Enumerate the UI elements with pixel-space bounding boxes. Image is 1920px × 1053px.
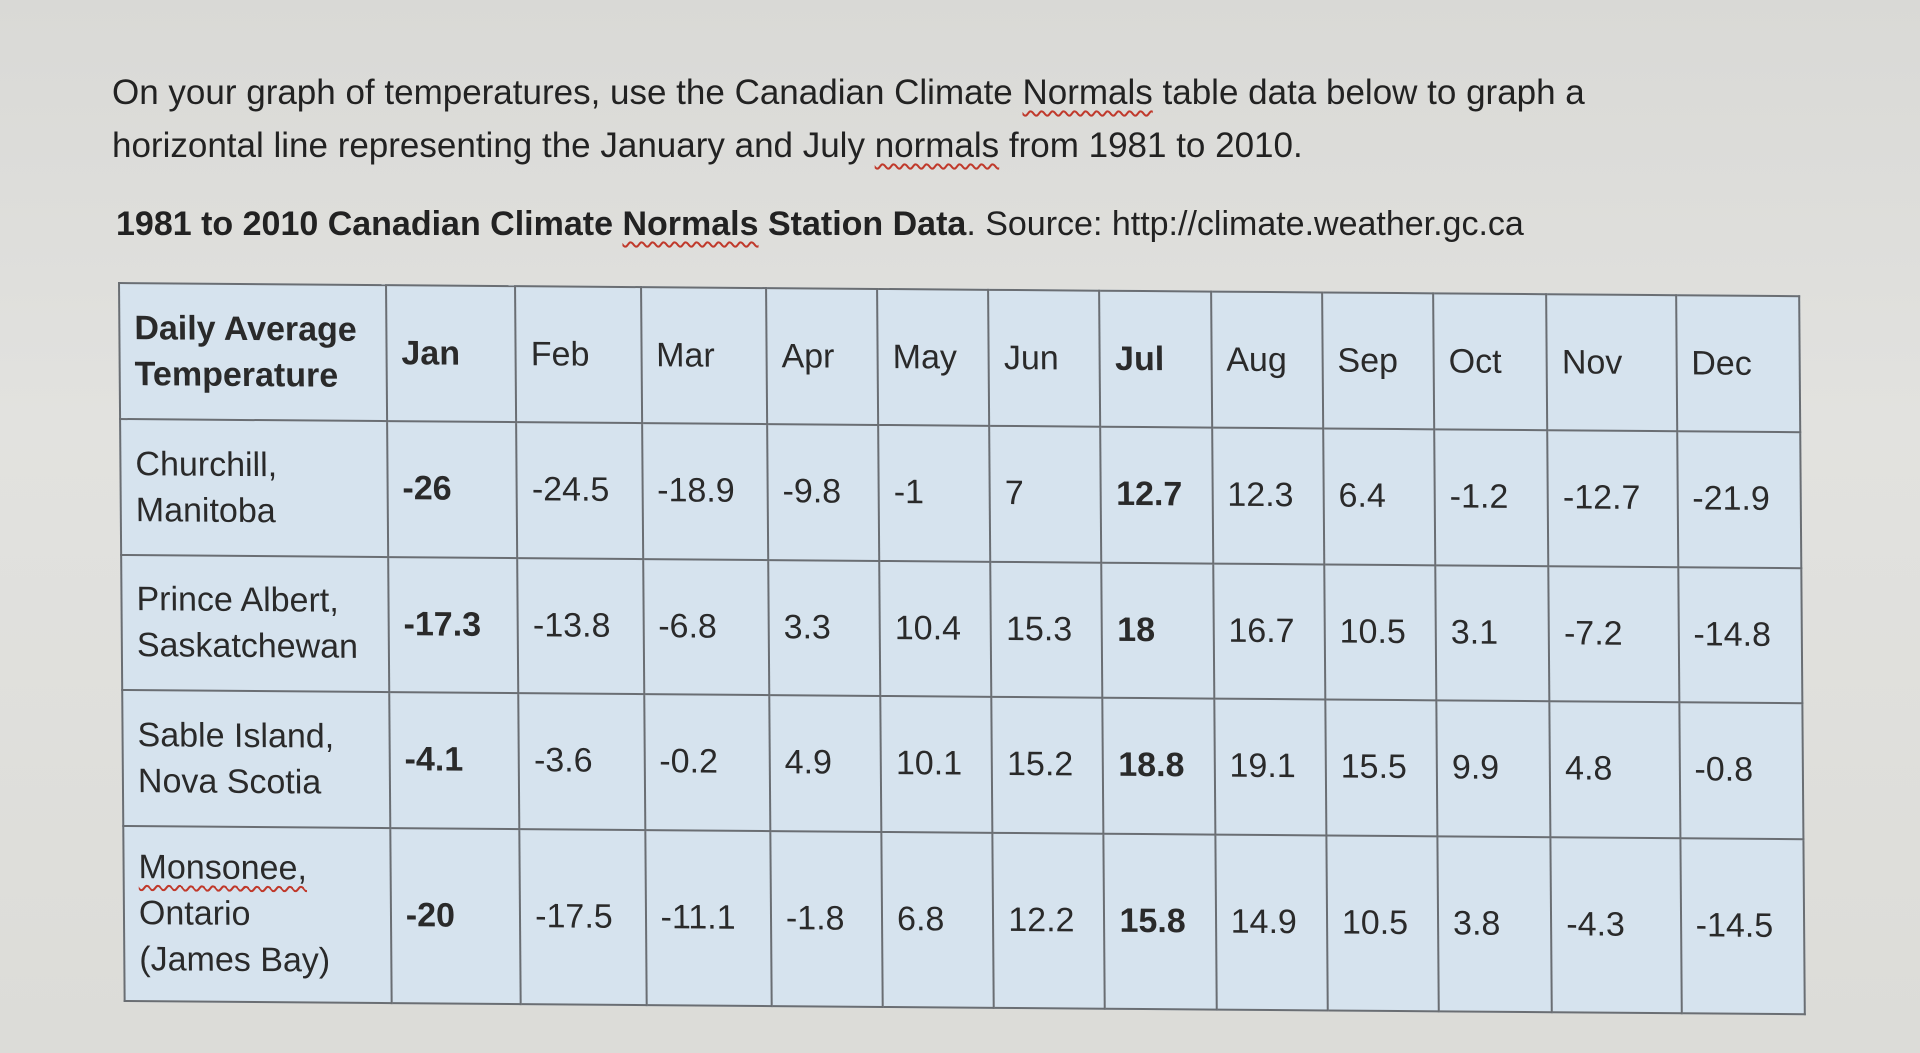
table-cell: 10.1 [880, 696, 993, 833]
table-cell: 10.4 [879, 560, 992, 697]
table-caption: 1981 to 2010 Canadian Climate Normals St… [116, 205, 1524, 244]
header-month: Aug [1210, 291, 1323, 429]
station-line-2: Ontario [138, 894, 251, 934]
table-cell-jul: 18.8 [1102, 697, 1215, 835]
table-cell: 15.3 [990, 561, 1103, 698]
header-month: Sep [1321, 292, 1435, 430]
table-cell: -12.7 [1547, 430, 1678, 567]
table-cell: 3.3 [768, 559, 881, 697]
caption-bold-prefix: 1981 to 2010 Canadian Climate [116, 205, 623, 243]
table-cell: 10.5 [1326, 835, 1439, 1012]
header-month: Mar [640, 287, 768, 425]
table-cell: 15.5 [1325, 699, 1438, 836]
table-cell-jul: 15.8 [1103, 833, 1217, 1010]
station-name: Churchill, Manitoba [120, 419, 389, 557]
table-cell: 9.9 [1436, 700, 1551, 837]
table-cell: -0.2 [643, 694, 771, 831]
table-cell-jan: -20 [390, 827, 521, 1005]
caption-bold-suffix: Station Data [758, 205, 967, 243]
caption-bold: 1981 to 2010 Canadian Climate Normals St… [116, 205, 966, 243]
station-line-3: (James Bay) [139, 940, 331, 980]
instruction-text-1: On your graph of temperatures, use the C… [112, 73, 1023, 112]
table-cell: 15.2 [991, 696, 1104, 834]
table-cell: 4.9 [769, 695, 882, 832]
header-month: Jan [385, 285, 517, 423]
header-line-2: Temperature [134, 355, 339, 395]
header-daily-average-temperature: Daily Average Temperature [119, 283, 387, 422]
instruction-text-3: from 1981 to 2010. [999, 126, 1303, 165]
table-cell: -1.2 [1434, 429, 1549, 566]
table-cell: 4.8 [1549, 701, 1680, 838]
table-cell: 16.7 [1212, 563, 1326, 700]
table-row: Monsonee, Ontario (James Bay) -20 -17.5 -1… [123, 825, 1805, 1015]
station-line-2: Saskatchewan [136, 626, 359, 667]
station-line-1: Sable Island, [137, 715, 335, 756]
station-name: Sable Island, Nova Scotia [122, 690, 391, 828]
station-line-2: Manitoba [135, 490, 276, 530]
spellcheck-word-normals[interactable]: Normals [1022, 73, 1153, 112]
table-cell: 10.5 [1324, 563, 1437, 701]
table-cell: -0.8 [1678, 702, 1804, 839]
spellcheck-word-normals-2[interactable]: normals [874, 126, 1000, 165]
table-cell-jan: -17.3 [388, 556, 519, 694]
table-cell-jul: 18 [1101, 562, 1214, 699]
climate-table-wrapper: Daily Average Temperature Jan Feb Mar Apr… [118, 282, 1806, 1016]
header-month: May [877, 288, 990, 426]
table-cell: 6.8 [881, 831, 994, 1008]
spellcheck-word-normals-caption[interactable]: Normals [622, 205, 759, 243]
instruction-paragraph: On your graph of temperatures, use the C… [112, 66, 1672, 172]
table-cell: -3.6 [518, 693, 645, 830]
table-cell: -14.5 [1679, 837, 1805, 1015]
table-cell: 19.1 [1213, 698, 1327, 836]
table-cell: -18.9 [641, 423, 769, 560]
table-row: Churchill, Manitoba -26 -24.5 -18.9 -9.8 … [120, 419, 1802, 568]
table-cell: -1.8 [770, 830, 883, 1007]
table-cell: -9.8 [767, 424, 880, 561]
table-cell: 12.2 [992, 832, 1106, 1009]
table-cell: -4.3 [1550, 836, 1682, 1014]
caption-source: . Source: http://climate.weather.gc.ca [966, 205, 1524, 243]
table-cell: -14.8 [1677, 566, 1803, 704]
header-line-1: Daily Average [134, 309, 357, 349]
table-cell: -6.8 [642, 558, 770, 696]
climate-normals-table: Daily Average Temperature Jan Feb Mar Apr… [118, 282, 1806, 1016]
table-cell: 3.8 [1437, 835, 1552, 1013]
table-cell: 7 [989, 425, 1102, 563]
header-month: Nov [1546, 294, 1677, 432]
table-cell: 14.9 [1214, 834, 1328, 1011]
header-month: Oct [1433, 293, 1548, 431]
table-cell-jan: -26 [386, 421, 518, 558]
header-month: Jul [1099, 290, 1212, 428]
station-line-2: Nova Scotia [137, 761, 322, 802]
table-cell: -13.8 [517, 557, 644, 695]
instruction-text-2: table data below to graph a horizontal l… [112, 73, 1585, 165]
table-cell: 3.1 [1435, 564, 1550, 702]
table-cell-jul: 12.7 [1100, 426, 1213, 564]
station-name: Monsonee, Ontario (James Bay) [123, 825, 392, 1004]
table-header-row: Daily Average Temperature Jan Feb Mar Apr… [119, 283, 1801, 433]
station-line-1[interactable]: Monsonee, [138, 848, 307, 888]
table-cell: -11.1 [644, 829, 772, 1007]
table-row: Sable Island, Nova Scotia -4.1 -3.6 -0.2 … [122, 690, 1804, 839]
header-month: Dec [1675, 295, 1801, 433]
station-name: Prince Albert, Saskatchewan [121, 554, 390, 693]
station-line-1: Prince Albert, [136, 580, 339, 621]
station-line-1: Churchill, [135, 444, 278, 484]
table-row: Prince Albert, Saskatchewan -17.3 -13.8 -… [121, 554, 1803, 704]
table-cell: 12.3 [1211, 427, 1325, 564]
table-cell: -21.9 [1676, 431, 1802, 568]
table-cell: 6.4 [1323, 428, 1436, 565]
header-month: Jun [988, 289, 1101, 427]
table-cell: -24.5 [516, 422, 643, 559]
table-cell-jan: -4.1 [389, 692, 520, 829]
table-cell: -7.2 [1548, 565, 1679, 703]
table-cell: -17.5 [519, 828, 647, 1006]
header-month: Feb [515, 286, 642, 424]
header-month: Apr [765, 288, 879, 425]
table-cell: -1 [878, 424, 991, 562]
